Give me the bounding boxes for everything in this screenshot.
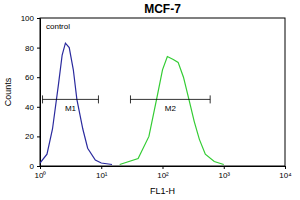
series-group — [40, 43, 224, 164]
gate-label: M2 — [165, 104, 177, 113]
y-axis-title: Counts — [3, 77, 13, 106]
x-tick: 10¹ — [96, 166, 108, 180]
x-tick: 10² — [157, 166, 169, 180]
y-tick-mark — [37, 77, 40, 78]
y-tick-label: 100 — [21, 14, 35, 23]
x-tick-label: 10¹ — [96, 171, 108, 180]
histogram-line — [40, 43, 112, 164]
x-tick-mark — [285, 166, 286, 169]
x-tick: 10⁰ — [35, 166, 47, 180]
gate-line — [43, 99, 99, 100]
gate-end — [42, 95, 43, 103]
y-tick-mark — [37, 166, 40, 167]
y-tick-mark — [37, 136, 40, 137]
gate — [130, 95, 210, 103]
x-tick: 10⁴ — [279, 166, 292, 180]
y-tick-label: 0 — [30, 162, 35, 171]
x-tick-mark — [163, 166, 164, 169]
histogram-line — [120, 56, 224, 164]
y-tick-label: 40 — [25, 103, 34, 112]
series-label: control — [46, 22, 70, 31]
y-tick-mark — [37, 18, 40, 19]
y-tick-label: 80 — [25, 44, 34, 53]
y-tick-mark — [37, 48, 40, 49]
gate-line — [130, 99, 210, 100]
x-axis-line — [41, 167, 286, 170]
x-axis: 10⁰ 10¹ 10² 10³ 10⁴ — [35, 166, 293, 180]
x-tick-mark — [101, 166, 102, 169]
gate-label: M1 — [65, 104, 77, 113]
x-tick-label: 10² — [157, 171, 169, 180]
x-tick-label: 10³ — [218, 171, 230, 180]
y-axis: 0 20 40 60 80 100 — [21, 14, 41, 171]
gate-end — [210, 95, 211, 103]
gate — [43, 95, 99, 103]
x-tick: 10³ — [218, 166, 230, 180]
y-tick: 60 — [25, 73, 40, 82]
x-tick-label: 10⁴ — [279, 171, 292, 180]
plot-area: 10⁰ 10¹ 10² 10³ 10⁴ 0 20 40 60 80 100 control M1 M2 — [21, 14, 293, 180]
title: MCF-7 — [144, 2, 181, 16]
y-tick-label: 20 — [25, 132, 34, 141]
y-tick: 40 — [25, 103, 40, 112]
y-axis-line — [37, 19, 41, 167]
y-tick: 100 — [21, 14, 40, 23]
y-tick: 0 — [30, 162, 40, 171]
x-tick-mark — [224, 166, 225, 169]
y-tick: 80 — [25, 44, 40, 53]
chart: 10⁰ 10¹ 10² 10³ 10⁴ 0 20 40 60 80 100 control M1 M2 MC… — [0, 0, 300, 200]
gate-end — [130, 95, 131, 103]
plot-frame — [40, 18, 285, 166]
gate-end — [98, 95, 99, 103]
x-axis-title: FL1-H — [150, 186, 175, 196]
y-tick: 20 — [25, 132, 40, 141]
y-tick-mark — [37, 107, 40, 108]
y-tick-label: 60 — [25, 73, 34, 82]
x-tick-label: 10⁰ — [35, 171, 47, 180]
